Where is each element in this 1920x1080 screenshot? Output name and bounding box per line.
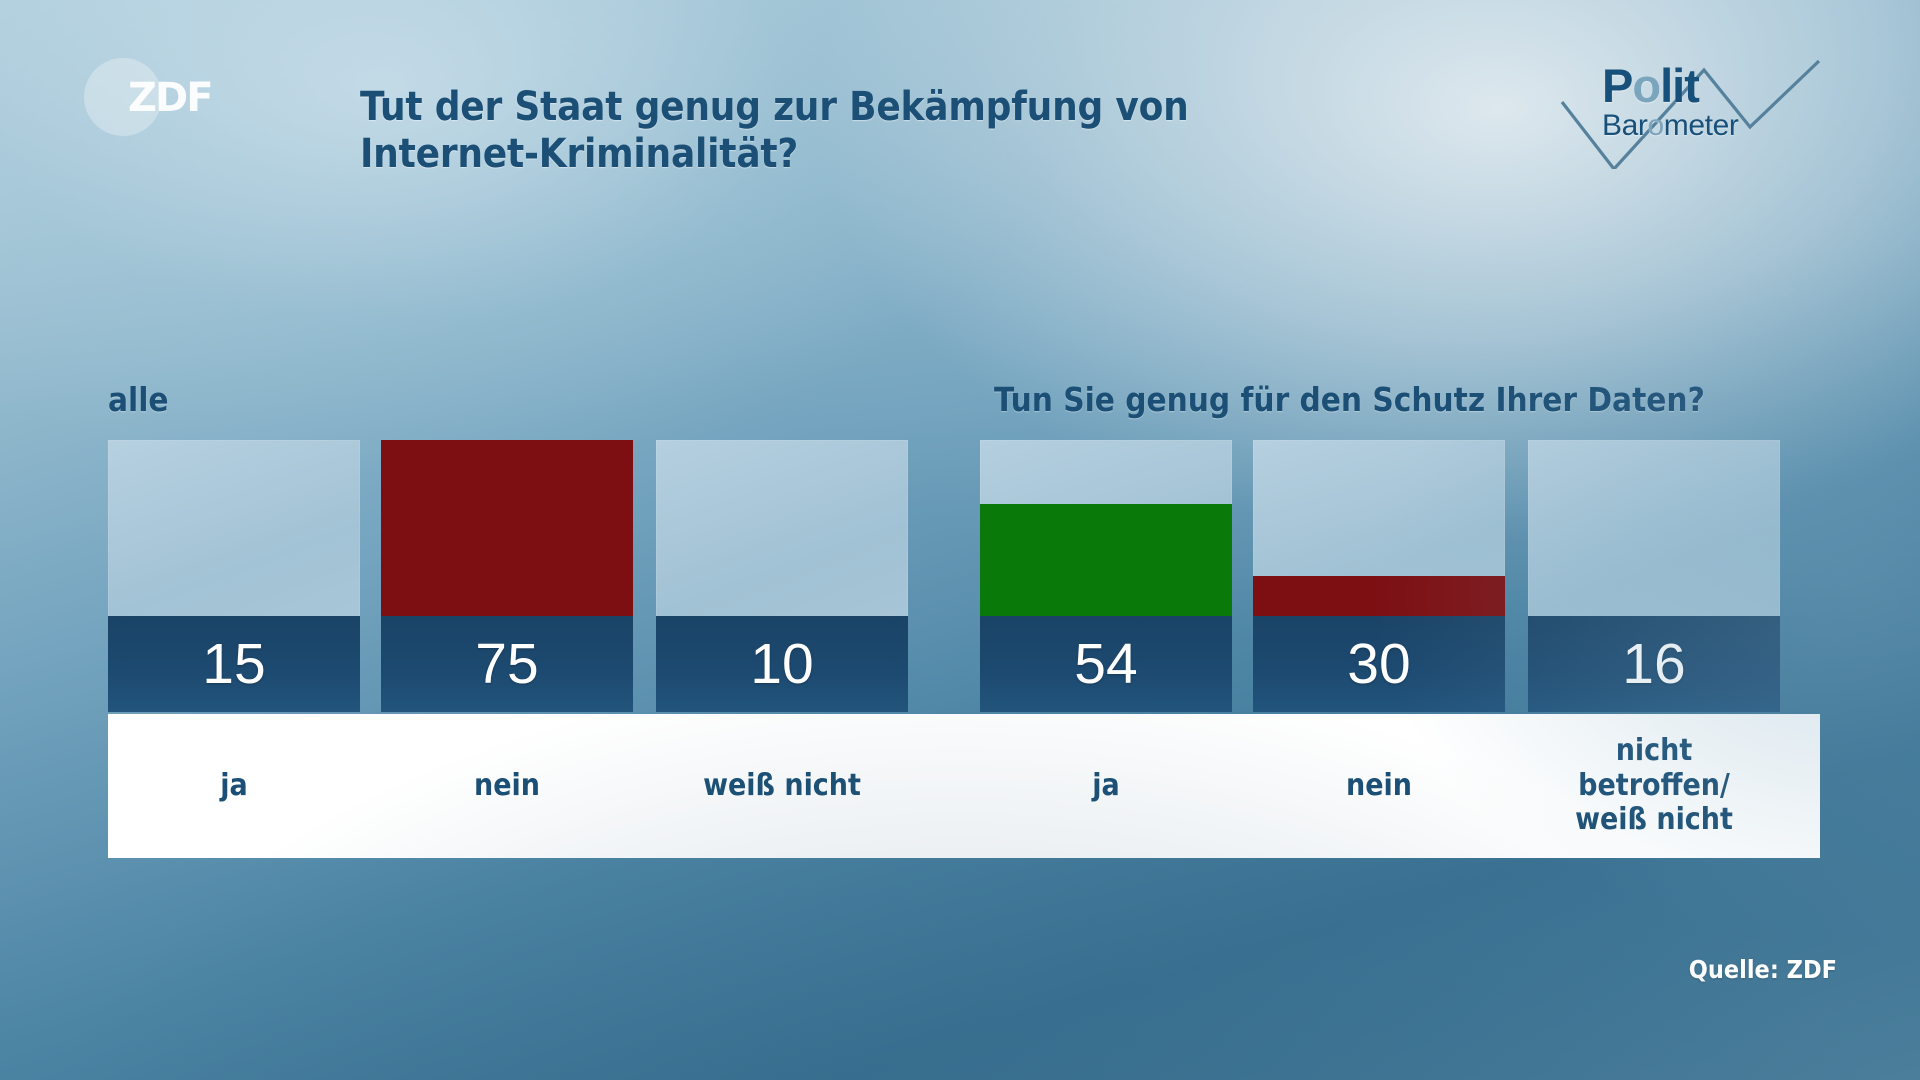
bar-value-label: 10 bbox=[750, 631, 814, 696]
category-label-text: nein bbox=[1346, 767, 1412, 803]
category-label-text: nicht betroffen/weiß nicht bbox=[1575, 732, 1733, 838]
category-label-text: weiß nicht bbox=[703, 767, 861, 803]
politbarometer-logo: Polit Barometer bbox=[1554, 44, 1864, 169]
zdf-logo: ZDF bbox=[84, 50, 222, 142]
category-label: ja bbox=[108, 714, 360, 858]
bar-value-box: 75 bbox=[381, 616, 633, 712]
zdf-circle-icon bbox=[84, 58, 162, 136]
politbarometer-line-polit: Polit bbox=[1602, 59, 1700, 112]
bar-value-box: 10 bbox=[656, 616, 908, 712]
zigzag-line-icon bbox=[1560, 59, 1821, 169]
bar-value-box: 54 bbox=[980, 616, 1232, 712]
category-label: weiß nicht bbox=[656, 714, 908, 858]
politbarometer-line-barometer: Barometer bbox=[1602, 109, 1739, 142]
politbarometer-wordmark: Polit Barometer bbox=[1602, 59, 1739, 142]
category-label: nein bbox=[1253, 714, 1505, 858]
category-label: ja bbox=[980, 714, 1232, 858]
bar-value-box: 30 bbox=[1253, 616, 1505, 712]
bar-value-label: 54 bbox=[1074, 631, 1138, 696]
category-label-text: nein bbox=[474, 767, 540, 803]
category-label-strip: ja nein weiß nicht ja nein nicht betroffen/wei… bbox=[108, 714, 1820, 858]
category-label-text: ja bbox=[220, 767, 248, 803]
group-heading-data-protection: Tun Sie genug für den Schutz Ihrer Daten… bbox=[994, 380, 1705, 419]
bar-chart: alle Tun Sie genug für den Schutz Ihrer … bbox=[108, 380, 1820, 920]
bar-value-box: 16 bbox=[1528, 616, 1780, 712]
bar-value-label: 16 bbox=[1622, 631, 1686, 696]
category-label: nicht betroffen/weiß nicht bbox=[1528, 714, 1780, 858]
bar-value-label: 30 bbox=[1347, 631, 1411, 696]
source-note: Quelle: ZDF bbox=[1688, 955, 1837, 984]
bar-value-label: 15 bbox=[202, 631, 266, 696]
group-heading-all: alle bbox=[108, 380, 169, 419]
zdf-logo-text: ZDF bbox=[128, 75, 214, 121]
category-label: nein bbox=[381, 714, 633, 858]
page-title: Tut der Staat genug zur Bekämpfung von I… bbox=[360, 84, 1189, 178]
category-label-text: ja bbox=[1092, 767, 1120, 803]
bar-value-label: 75 bbox=[475, 631, 539, 696]
bar-value-box: 15 bbox=[108, 616, 360, 712]
